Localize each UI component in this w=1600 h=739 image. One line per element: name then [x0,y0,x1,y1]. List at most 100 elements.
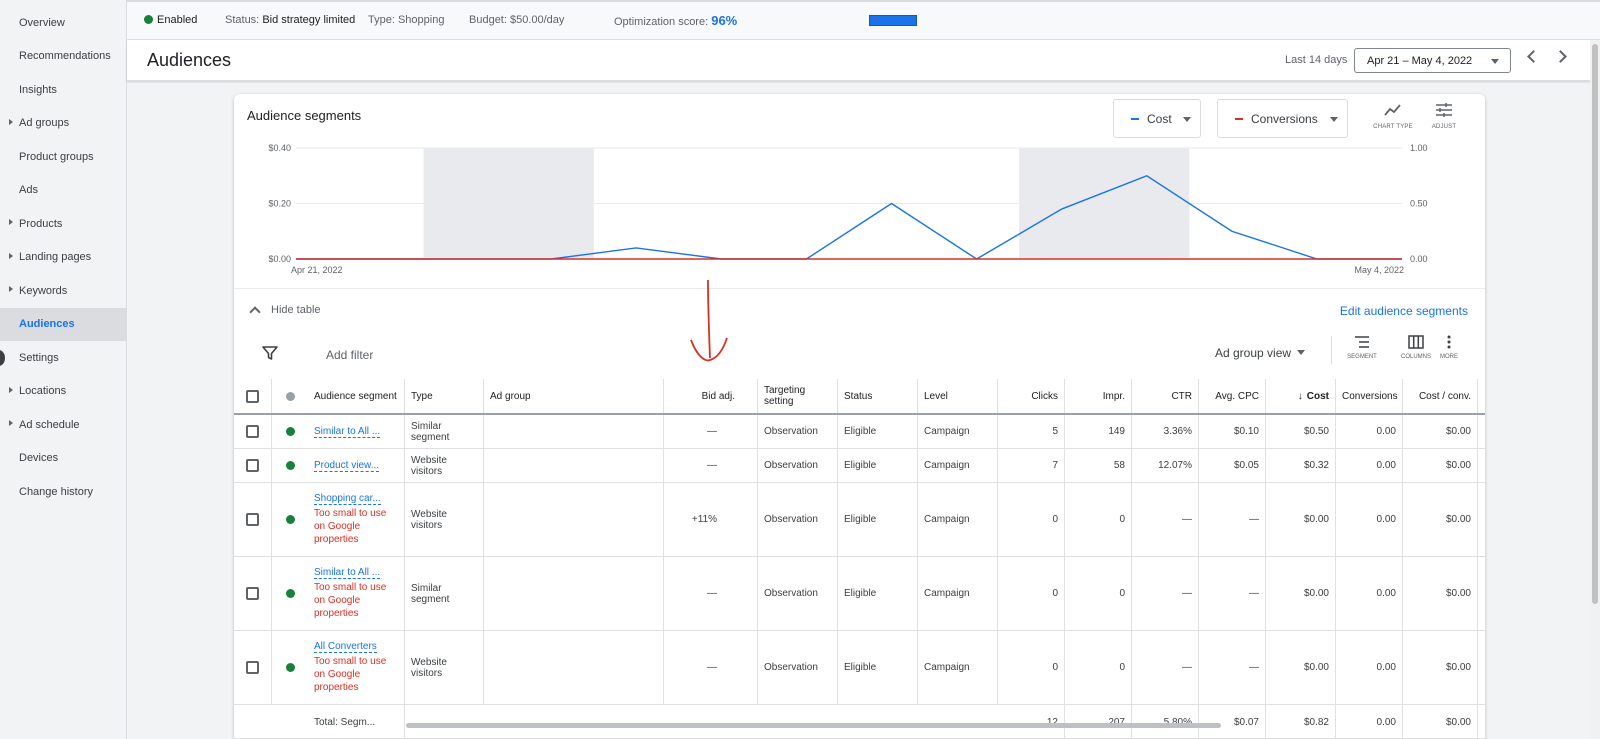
campaign-budget[interactable]: Budget: $50.00/day [469,14,564,26]
next-period-icon[interactable] [1554,50,1567,63]
status-filter-dot[interactable] [285,391,295,401]
chart-type-button[interactable]: CHART TYPE [1373,102,1413,130]
sidebar-item-product-groups[interactable]: Product groups [0,140,126,173]
sidebar-item-audiences[interactable]: Audiences [0,307,126,341]
expand-caret-icon [9,420,13,426]
columns-button[interactable]: COLUMNS [1396,335,1436,360]
col-header-cost-conv[interactable]: Cost / conv. [1403,379,1478,413]
sidebar-item-keywords[interactable]: Keywords [0,274,126,307]
segment-button[interactable]: SEGMENT [1342,335,1382,360]
sidebar-item-recommendations[interactable]: Recommendations [0,40,126,73]
col-header-targeting[interactable]: Targeting setting [758,379,838,413]
segment-name-link[interactable]: Similar to All ... [314,567,381,579]
sidebar-item-locations[interactable]: Locations [0,375,126,408]
segment-cell: Similar to All ... [308,415,405,448]
metric-select-conversions[interactable]: Conversions [1217,99,1348,138]
select-all-checkbox[interactable] [246,389,259,403]
cell-cost: $0.32 [1266,449,1336,482]
edit-audience-segments-link[interactable]: Edit audience segments [1339,304,1468,318]
row-status-cell [272,483,308,556]
add-filter-button[interactable]: Add filter [326,348,374,362]
cell-cost: $0.50 [1266,415,1336,448]
page-scrollbar[interactable] [1590,40,1600,739]
col-header-type[interactable]: Type [405,379,484,413]
col-header-avg-cpc[interactable]: Avg. CPC [1199,379,1266,413]
col-header-ad-group[interactable]: Ad group [484,379,664,413]
previous-period-icon[interactable] [1527,50,1540,63]
date-range-label: Last 14 days [1285,54,1348,66]
col-header-impr[interactable]: Impr. [1065,379,1132,413]
cell-level: Campaign [918,483,998,556]
row-status-cell [272,449,308,482]
type-value: Shopping [397,14,445,26]
sidebar-item-change-history[interactable]: Change history [0,475,126,508]
col-header-clicks[interactable]: Clicks [998,379,1065,413]
optimization-score[interactable]: Optimization score: 96% [614,13,737,28]
row-checkbox[interactable] [246,513,259,526]
table-row: All Converters Too small to use on Google… [234,631,1485,705]
enabled-status-dot [285,515,295,524]
table-row: Product view... Website visitors — Observat… [234,449,1485,483]
row-select-cell [234,483,272,556]
col-header-status[interactable]: Status [838,379,918,413]
section-divider [234,288,1485,289]
sidebar-item-insights[interactable]: Insights [0,73,126,106]
cell-type: Website visitors [405,631,484,704]
adjust-button[interactable]: ADJUST [1424,102,1464,130]
ad-group-view-select[interactable]: Ad group view [1215,346,1306,360]
segment-cell: Shopping car... Too small to use on Googl… [308,483,405,556]
sidebar-item-label: Ad schedule [19,418,80,431]
date-range-value: Apr 21 – May 4, 2022 [1367,55,1473,67]
row-select-cell [234,557,272,630]
row-checkbox[interactable] [246,425,259,438]
hide-table-toggle[interactable]: Hide table [249,304,321,318]
sidebar-item-landing-pages[interactable]: Landing pages [0,241,126,274]
campaign-type: Type: Shopping [368,14,444,26]
row-checkbox[interactable] [246,661,259,674]
date-range-select[interactable]: Apr 21 – May 4, 2022 [1354,48,1511,73]
cell-status: Eligible [838,415,918,448]
y-right-tick-label: 0.50 [1410,199,1428,209]
segment-name-link[interactable]: Similar to All ... [314,425,381,438]
sidebar-item-products[interactable]: Products [0,207,126,240]
cell-impr: 149 [1065,415,1132,448]
campaign-state[interactable]: Enabled [144,14,197,26]
filter-icon[interactable] [262,345,278,361]
sidebar-item-ads[interactable]: Ads [0,174,126,207]
metric-select-cost[interactable]: Cost [1113,99,1201,138]
more-button[interactable]: MORE [1434,335,1464,360]
x-tick-label-start: Apr 21, 2022 [291,265,343,275]
cell-type: Website visitors [405,483,484,556]
cell-ad-group [484,415,664,448]
table-horizontal-scrollbar[interactable] [406,723,1221,728]
cell-ctr: — [1132,483,1199,556]
chevron-up-icon [249,306,261,318]
optimization-score-bar [869,15,917,26]
cell-cost: $0.00 [1266,483,1336,556]
cell-impr: 0 [1065,631,1132,704]
segment-name-link[interactable]: All Converters [314,641,377,653]
col-header-bid-adj[interactable]: Bid adj. [664,379,758,413]
cell-clicks: 5 [998,415,1065,448]
sidebar-item-ad-groups[interactable]: Ad groups [0,107,126,140]
cell-type: Similar segment [405,557,484,630]
sidebar-item-ad-schedule[interactable]: Ad schedule [0,408,126,441]
segment-name-link[interactable]: Product view... [314,459,380,472]
cell-ctr: 3.36% [1132,415,1199,448]
cell-level: Campaign [918,631,998,704]
col-header-ctr[interactable]: CTR [1132,379,1199,413]
sidebar-item-label: Devices [19,452,59,464]
col-header-segment[interactable]: Audience segment [308,379,405,413]
cell-cost-conv: $0.00 [1403,483,1478,556]
sidebar-item-label: Insights [19,83,57,96]
segment-name-link[interactable]: Shopping car... [314,493,381,505]
col-header-cost[interactable]: ↓ Cost [1266,379,1336,413]
col-header-level[interactable]: Level [918,379,998,413]
row-checkbox[interactable] [246,587,259,600]
sidebar-item-devices[interactable]: Devices [0,442,126,475]
sidebar-item-overview[interactable]: Overview [0,6,126,39]
col-header-conversions[interactable]: Conversions [1336,379,1403,413]
sidebar-item-settings[interactable]: Settings [0,341,126,374]
row-checkbox[interactable] [246,459,259,472]
page-scrollbar-thumb[interactable] [1592,44,1598,604]
